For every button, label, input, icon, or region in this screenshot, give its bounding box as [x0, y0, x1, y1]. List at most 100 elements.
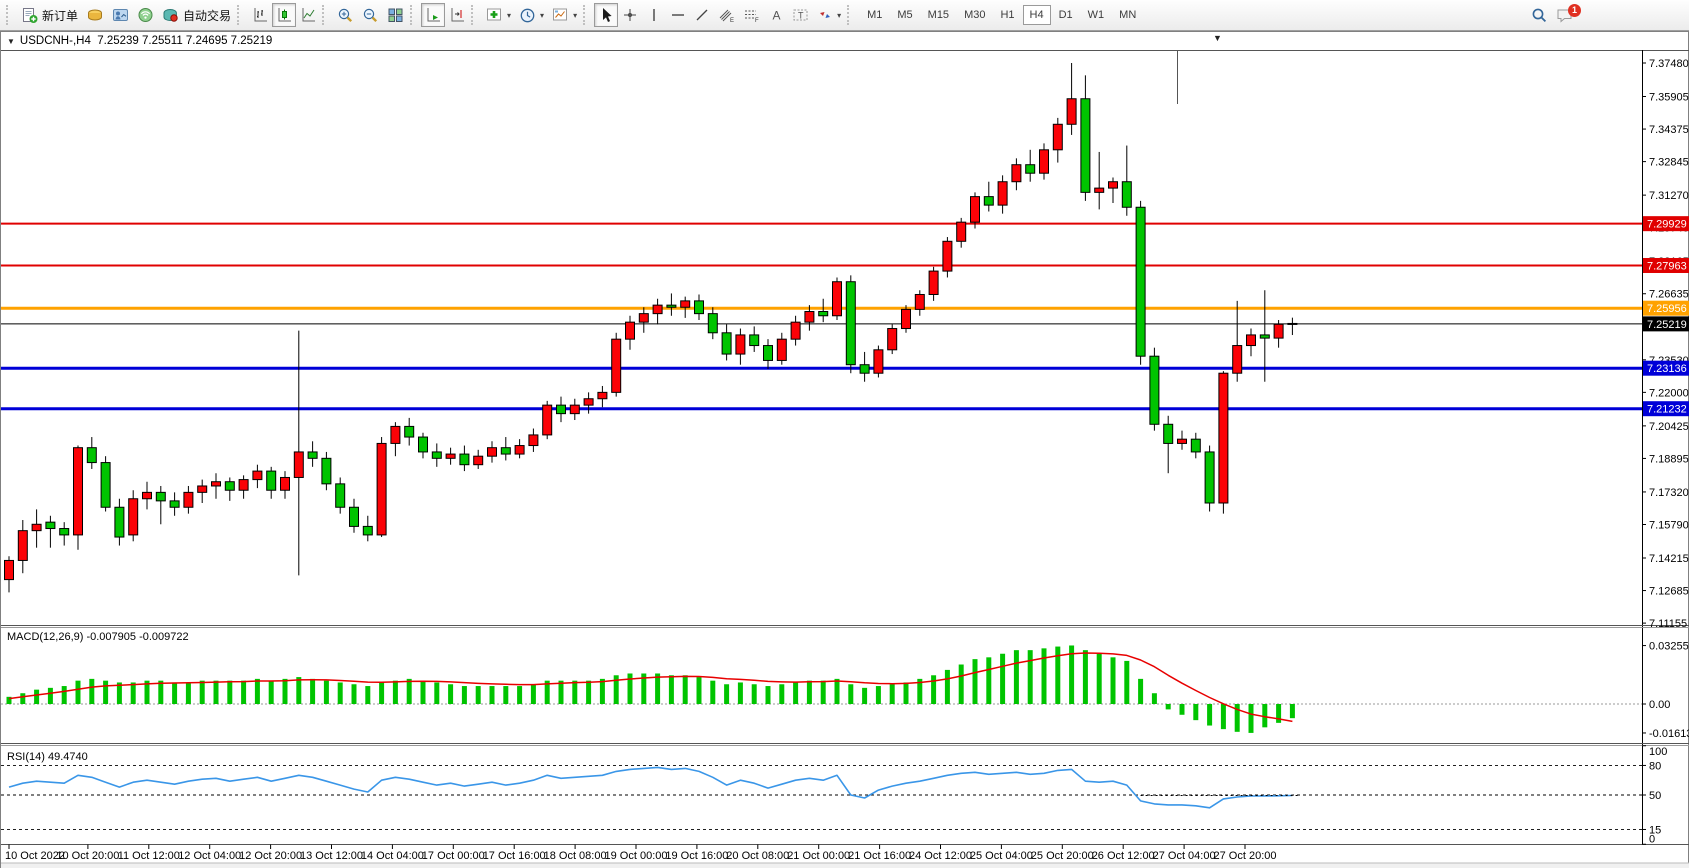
svg-text:T: T [798, 11, 804, 21]
tile-windows-icon [388, 8, 403, 22]
svg-text:100: 100 [1649, 746, 1667, 758]
crosshair-button[interactable] [618, 3, 642, 27]
svg-text:17 Oct 16:00: 17 Oct 16:00 [483, 850, 546, 862]
market-watch-button[interactable] [82, 3, 108, 27]
svg-text:12 Oct 04:00: 12 Oct 04:00 [178, 850, 241, 862]
chart-dropdown-icon[interactable]: ▼ [7, 36, 15, 46]
text-label-button[interactable]: T [788, 3, 813, 27]
svg-text:25 Oct 20:00: 25 Oct 20:00 [1031, 850, 1094, 862]
channel-button[interactable]: E [714, 3, 739, 27]
svg-text:18 Oct 08:00: 18 Oct 08:00 [544, 850, 607, 862]
trendline-button[interactable] [690, 3, 714, 27]
svg-text:7.15790: 7.15790 [1649, 519, 1689, 531]
vline-button[interactable] [642, 3, 666, 27]
svg-text:12 Oct 20:00: 12 Oct 20:00 [239, 850, 302, 862]
periods-button[interactable]: ▾ [515, 3, 548, 27]
zoom-out-button[interactable] [358, 3, 383, 27]
svg-text:0.00: 0.00 [1649, 699, 1670, 711]
scroll-marker-icon: ▼ [1213, 33, 1222, 43]
chart-candles-button[interactable] [272, 3, 297, 27]
svg-text:7.22000: 7.22000 [1649, 387, 1689, 399]
horizontal-line-icon [672, 14, 685, 16]
crosshair-icon [624, 9, 637, 21]
navigator-button[interactable] [108, 3, 133, 27]
svg-text:7.37480: 7.37480 [1649, 58, 1689, 70]
timeframe-button-mn[interactable]: MN [1112, 5, 1143, 25]
chart-shift-icon [451, 8, 465, 22]
svg-text:F: F [755, 18, 759, 23]
svg-text:-0.016137: -0.016137 [1649, 728, 1689, 740]
fibonacci-button[interactable]: F [739, 3, 764, 27]
bar-chart-icon [254, 8, 268, 22]
equidistant-channel-icon: E [719, 9, 734, 23]
chevron-down-icon: ▾ [540, 10, 545, 20]
chevron-down-icon: ▾ [507, 10, 512, 20]
svg-text:21 Oct 00:00: 21 Oct 00:00 [787, 850, 850, 862]
timeframe-button-m30[interactable]: M30 [957, 5, 992, 25]
chart-symbol: USDCNH-,H4 [19, 35, 91, 47]
new-order-label: 新订单 [42, 8, 79, 23]
new-order-button[interactable]: 新订单 [17, 3, 82, 27]
candlestick-chart-icon [278, 8, 292, 22]
toolbar-separator [410, 5, 417, 25]
svg-text:7.18895: 7.18895 [1649, 453, 1689, 465]
toolbar-separator [6, 5, 13, 25]
clock-icon [520, 8, 535, 22]
svg-text:0: 0 [1649, 833, 1655, 845]
notification-badge: 1 [1568, 4, 1581, 17]
hline-button[interactable] [666, 3, 690, 27]
search-button[interactable] [1527, 3, 1552, 27]
text-button[interactable]: A [764, 3, 788, 27]
svg-text:7.11155: 7.11155 [1649, 618, 1687, 630]
template-icon [553, 8, 568, 21]
svg-text:7.17320: 7.17320 [1649, 487, 1689, 499]
price-axis: 7.374807.359057.343757.328457.312707.297… [1642, 58, 1689, 630]
svg-text:26 Oct 12:00: 26 Oct 12:00 [1092, 850, 1155, 862]
cursor-icon [602, 8, 612, 22]
text-icon: A [772, 9, 780, 23]
svg-text:10 Oct 2022: 10 Oct 2022 [5, 850, 65, 862]
chart-line-button[interactable] [296, 3, 320, 27]
timeframe-button-m1[interactable]: M1 [860, 5, 889, 25]
timeframe-button-d1[interactable]: D1 [1052, 5, 1080, 25]
chart-body: 7.374807.359057.343757.328457.312707.297… [1, 50, 1689, 868]
svg-text:7.20425: 7.20425 [1649, 421, 1689, 433]
timeframe-button-h4[interactable]: H4 [1022, 5, 1051, 25]
cursor-button[interactable] [594, 3, 619, 27]
chart-titlebar: ▼ USDCNH-,H4 7.25239 7.25511 7.24695 7.2… [1, 32, 1688, 50]
svg-text:27 Oct 04:00: 27 Oct 04:00 [1153, 850, 1216, 862]
svg-text:80: 80 [1649, 760, 1661, 772]
autotrading-icon [163, 8, 178, 22]
line-chart-icon [302, 8, 316, 22]
text-label-icon: T [793, 9, 808, 21]
toolbar-separator [322, 5, 329, 25]
svg-text:7.32845: 7.32845 [1649, 157, 1689, 169]
navigator-icon [113, 9, 129, 21]
price-chart-canvas[interactable]: 7.374807.359057.343757.328457.312707.297… [1, 50, 1689, 868]
svg-text:24 Oct 12:00: 24 Oct 12:00 [909, 850, 972, 862]
templates-button[interactable]: ▾ [548, 3, 581, 27]
timeframe-button-w1[interactable]: W1 [1081, 5, 1112, 25]
svg-text:7.21232: 7.21232 [1647, 404, 1687, 416]
svg-text:50: 50 [1649, 790, 1661, 802]
svg-text:21 Oct 16:00: 21 Oct 16:00 [848, 850, 911, 862]
svg-text:7.31270: 7.31270 [1649, 190, 1689, 202]
autotrading-button[interactable]: 自动交易 [158, 3, 235, 27]
arrows-button[interactable]: ▾ [813, 3, 845, 27]
timeframe-button-m15[interactable]: M15 [921, 5, 956, 25]
chart-bars-button[interactable] [248, 3, 272, 27]
svg-text:7.35905: 7.35905 [1649, 92, 1689, 104]
indicators-button[interactable]: ▾ [482, 3, 515, 27]
timeframe-button-h1[interactable]: H1 [993, 5, 1021, 25]
chart-shift-button[interactable] [445, 3, 469, 27]
tile-windows-button[interactable] [383, 3, 408, 27]
chart-window: ▼ USDCNH-,H4 7.25239 7.25511 7.24695 7.2… [0, 31, 1689, 868]
trendline-icon [696, 9, 708, 21]
auto-scroll-button[interactable] [421, 3, 446, 27]
svg-text:7.23136: 7.23136 [1647, 363, 1687, 375]
toolbar-separator [847, 5, 854, 25]
zoom-in-button[interactable] [333, 3, 358, 27]
timeframe-button-m5[interactable]: M5 [890, 5, 919, 25]
signal-button[interactable] [133, 3, 158, 27]
